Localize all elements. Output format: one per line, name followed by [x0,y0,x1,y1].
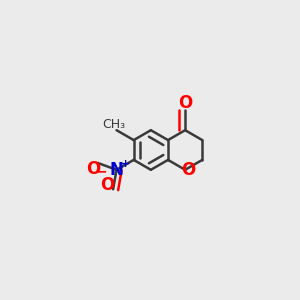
Text: O: O [86,160,100,178]
Text: O: O [100,176,115,194]
Text: O: O [181,161,195,179]
Text: CH₃: CH₃ [103,118,126,131]
Text: −: − [95,164,107,178]
Text: O: O [178,94,192,112]
Text: +: + [121,159,130,170]
Text: N: N [110,161,124,179]
